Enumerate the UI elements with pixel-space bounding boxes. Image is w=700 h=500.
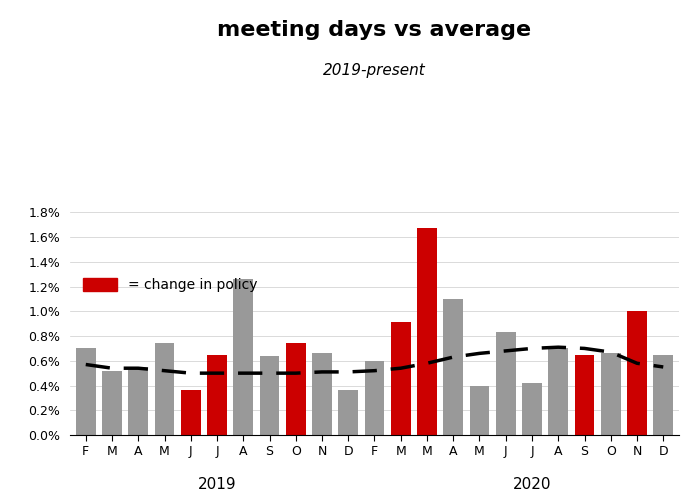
- Bar: [338, 390, 358, 435]
- Bar: [443, 299, 463, 435]
- Bar: [627, 312, 647, 435]
- Text: meeting days vs average: meeting days vs average: [218, 20, 531, 40]
- Text: 2019: 2019: [197, 476, 237, 492]
- Bar: [233, 279, 253, 435]
- Bar: [76, 348, 96, 435]
- Bar: [496, 332, 516, 435]
- Bar: [548, 348, 568, 435]
- Bar: [312, 354, 332, 435]
- Legend: = change in policy: = change in policy: [77, 272, 263, 298]
- Bar: [155, 344, 174, 435]
- Bar: [391, 322, 411, 435]
- Text: 2020: 2020: [512, 476, 552, 492]
- Bar: [181, 390, 201, 435]
- Bar: [286, 344, 306, 435]
- Bar: [470, 386, 489, 435]
- Bar: [260, 356, 279, 435]
- Bar: [575, 354, 594, 435]
- Text: 2019-present: 2019-present: [323, 63, 426, 78]
- Bar: [522, 383, 542, 435]
- Bar: [102, 370, 122, 435]
- Bar: [207, 354, 227, 435]
- Bar: [653, 354, 673, 435]
- Bar: [417, 228, 437, 435]
- Bar: [128, 367, 148, 435]
- Bar: [601, 354, 621, 435]
- Bar: [365, 361, 384, 435]
